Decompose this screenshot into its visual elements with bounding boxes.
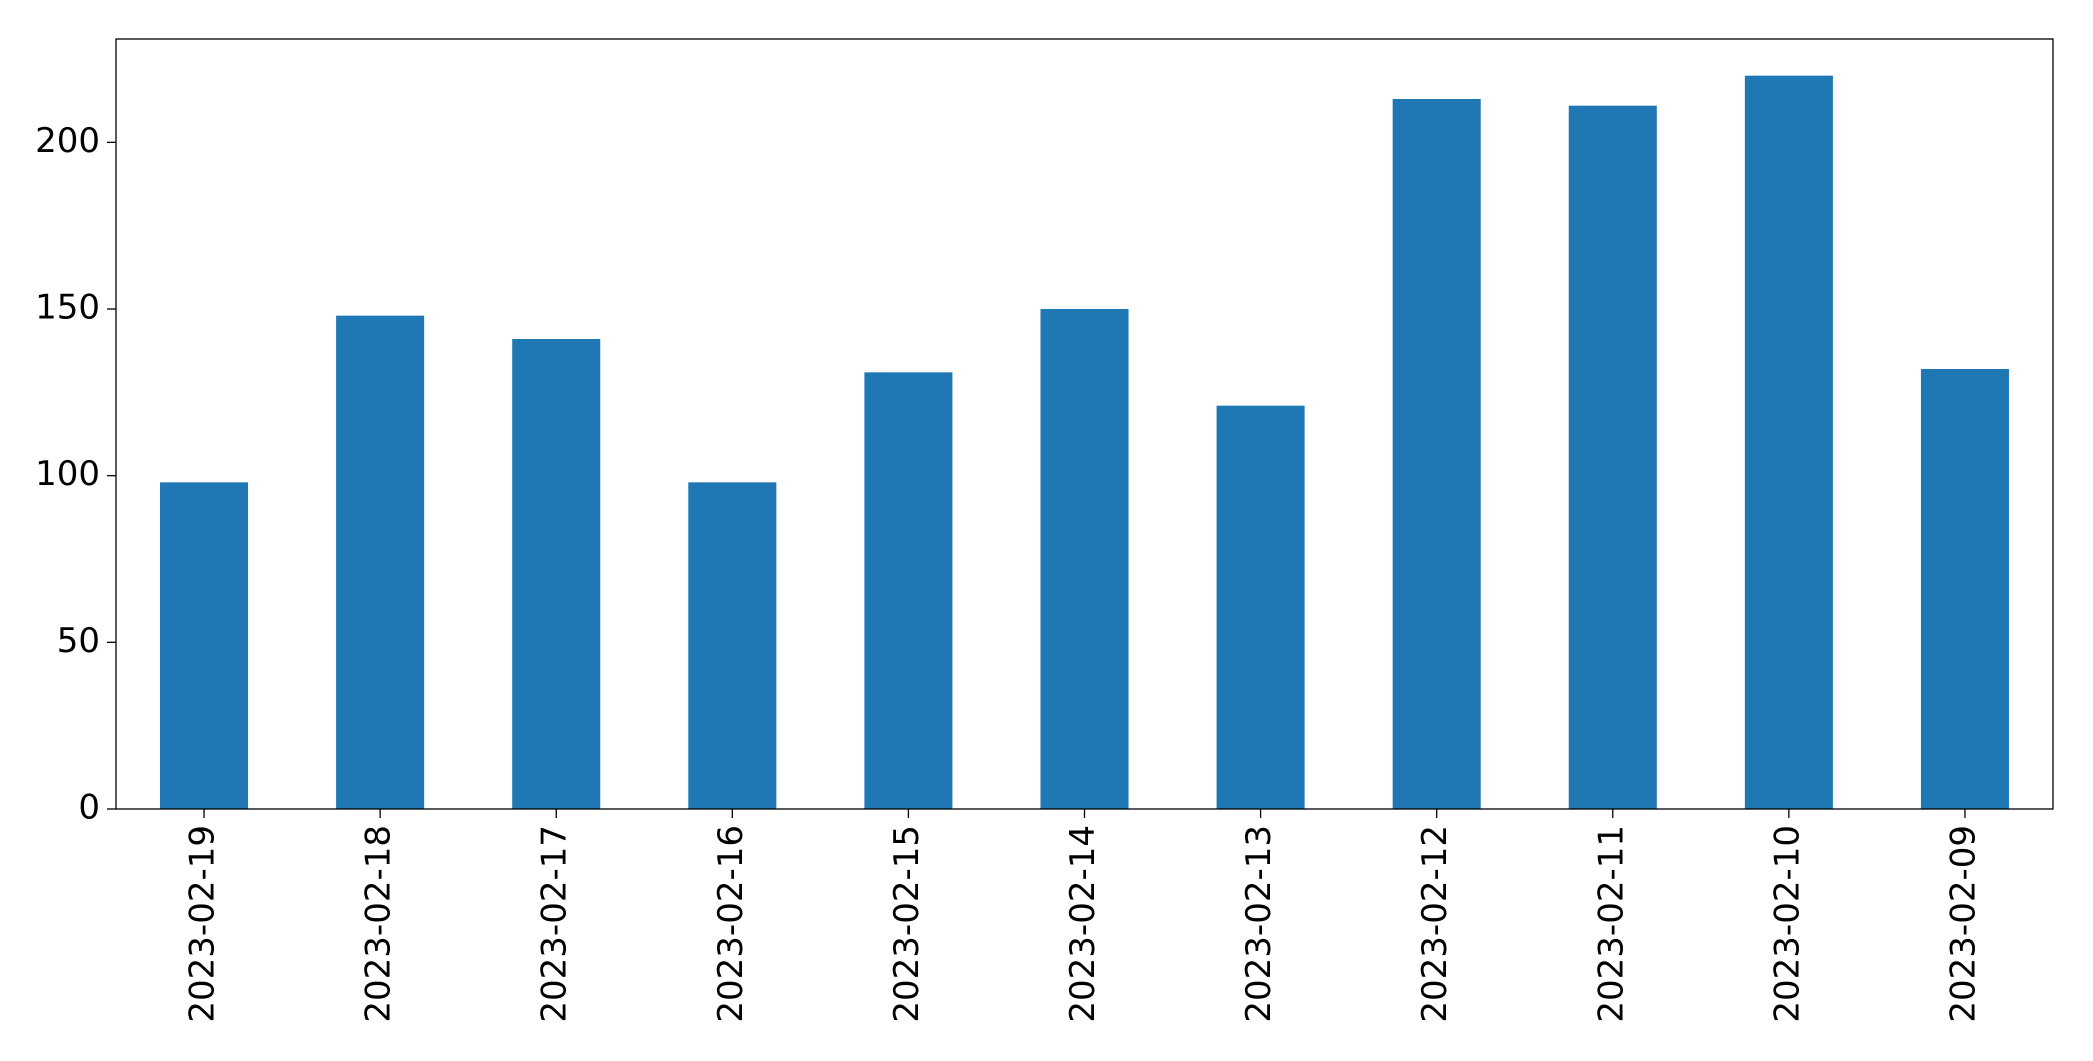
- bar: [688, 482, 777, 809]
- bar: [1392, 99, 1481, 809]
- x-tick-label: 2023-02-17: [535, 825, 575, 1023]
- bar: [1040, 309, 1129, 809]
- bar: [1568, 105, 1657, 809]
- y-tick-label: 100: [35, 454, 100, 494]
- bar: [1744, 75, 1833, 809]
- x-tick-label: 2023-02-15: [887, 825, 927, 1023]
- bar: [160, 482, 249, 809]
- x-tick-label: 2023-02-11: [1591, 825, 1631, 1023]
- bar: [512, 339, 601, 809]
- x-tick-label: 2023-02-14: [1063, 825, 1103, 1023]
- y-tick-label: 0: [78, 788, 100, 828]
- x-tick-label: 2023-02-13: [1239, 825, 1279, 1023]
- x-tick-label: 2023-02-10: [1767, 825, 1807, 1023]
- x-tick-label: 2023-02-09: [1943, 825, 1983, 1023]
- x-tick-label: 2023-02-18: [359, 825, 399, 1023]
- x-tick-label: 2023-02-19: [183, 825, 223, 1023]
- bar: [336, 315, 425, 809]
- x-tick-label: 2023-02-16: [711, 825, 751, 1023]
- bar: [1216, 405, 1305, 809]
- bar: [864, 372, 953, 809]
- x-tick-label: 2023-02-12: [1415, 825, 1455, 1023]
- y-tick-label: 200: [35, 121, 100, 161]
- y-tick-label: 50: [57, 621, 100, 661]
- bar: [1920, 369, 2009, 809]
- y-tick-label: 150: [35, 288, 100, 328]
